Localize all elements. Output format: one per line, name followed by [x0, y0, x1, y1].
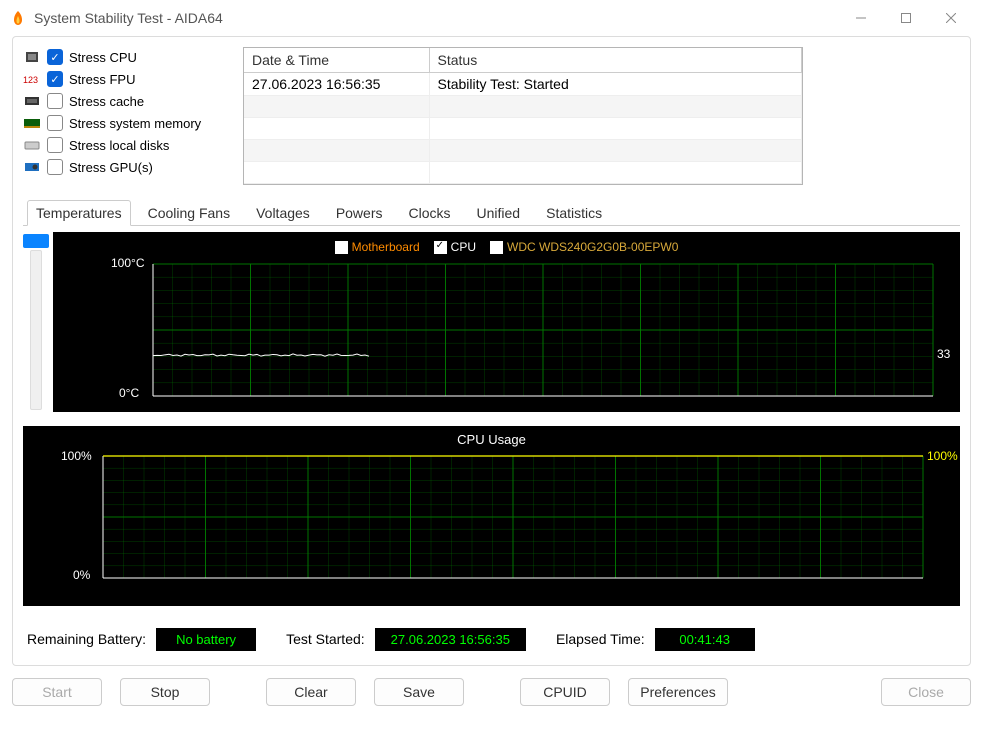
stress-label: Stress system memory — [69, 116, 201, 131]
chart-tabs: Temperatures Cooling Fans Voltages Powers Cl… — [23, 199, 960, 225]
battery-value: No battery — [156, 628, 256, 651]
elapsed-value: 00:41:43 — [655, 628, 755, 651]
log-header: Status — [429, 48, 802, 73]
log-cell: Stability Test: Started — [429, 73, 802, 96]
stress-options: ✓ Stress CPU 123 ✓ Stress FPU Stress cache Str… — [23, 47, 233, 185]
log-row: 27.06.2023 16:56:35Stability Test: Start… — [244, 73, 802, 96]
stop-button[interactable]: Stop — [120, 678, 210, 706]
stress-label: Stress cache — [69, 94, 144, 109]
event-log-table: Date & TimeStatus27.06.2023 16:56:35Stab… — [243, 47, 803, 185]
stress-label: Stress GPU(s) — [69, 160, 153, 175]
tab-statistics[interactable]: Statistics — [537, 200, 611, 225]
app-icon — [10, 10, 26, 26]
gpu-icon — [23, 160, 41, 174]
started-label: Test Started: — [286, 631, 365, 647]
stress-label: Stress FPU — [69, 72, 135, 87]
log-cell — [244, 96, 429, 118]
minimize-button[interactable] — [838, 3, 883, 33]
tab-powers[interactable]: Powers — [327, 200, 392, 225]
log-row — [244, 118, 802, 140]
stress-label: Stress local disks — [69, 138, 169, 153]
maximize-button[interactable] — [883, 3, 928, 33]
log-row — [244, 96, 802, 118]
battery-label: Remaining Battery: — [27, 631, 146, 647]
tab-cooling-fans[interactable]: Cooling Fans — [139, 200, 240, 225]
cpuid-button[interactable]: CPUID — [520, 678, 610, 706]
preferences-button[interactable]: Preferences — [628, 678, 728, 706]
save-button[interactable]: Save — [374, 678, 464, 706]
usage-value-label: 100% — [927, 449, 958, 463]
clear-button[interactable]: Clear — [266, 678, 356, 706]
zoom-slider[interactable] — [23, 232, 53, 412]
status-bar: Remaining Battery: No battery Test Starte… — [23, 622, 960, 657]
elapsed-label: Elapsed Time: — [556, 631, 645, 647]
stress-checkbox[interactable] — [47, 93, 63, 109]
stress-checkbox[interactable] — [47, 137, 63, 153]
log-cell — [244, 162, 429, 184]
log-header: Date & Time — [244, 48, 429, 73]
titlebar: System Stability Test - AIDA64 — [0, 0, 983, 36]
log-cell — [429, 96, 802, 118]
stress-checkbox[interactable]: ✓ — [47, 49, 63, 65]
ram-icon — [23, 116, 41, 130]
y-axis-bottom: 0°C — [119, 386, 139, 400]
log-cell — [429, 140, 802, 162]
y-axis-top: 100% — [61, 449, 92, 463]
stress-option: Stress system memory — [23, 115, 233, 131]
disk-icon — [23, 138, 41, 152]
stress-label: Stress CPU — [69, 50, 137, 65]
start-button[interactable]: Start — [12, 678, 102, 706]
stress-option: Stress GPU(s) — [23, 159, 233, 175]
svg-text:123: 123 — [23, 75, 38, 85]
log-cell — [429, 118, 802, 140]
temp-value-label: 33 — [937, 347, 950, 361]
window-title: System Stability Test - AIDA64 — [34, 10, 838, 26]
stress-option: ✓ Stress CPU — [23, 49, 233, 65]
stress-option: 123 ✓ Stress FPU — [23, 71, 233, 87]
log-cell — [244, 118, 429, 140]
log-cell — [244, 140, 429, 162]
tab-clocks[interactable]: Clocks — [400, 200, 460, 225]
fpu-icon: 123 — [23, 72, 41, 86]
stress-checkbox[interactable] — [47, 159, 63, 175]
main-panel: ✓ Stress CPU 123 ✓ Stress FPU Stress cache Str… — [12, 36, 971, 666]
log-cell: 27.06.2023 16:56:35 — [244, 73, 429, 96]
started-value: 27.06.2023 16:56:35 — [375, 628, 526, 651]
stress-option: Stress cache — [23, 93, 233, 109]
log-cell — [429, 162, 802, 184]
tab-unified[interactable]: Unified — [468, 200, 530, 225]
log-row — [244, 162, 802, 184]
tab-voltages[interactable]: Voltages — [247, 200, 319, 225]
stress-checkbox[interactable]: ✓ — [47, 71, 63, 87]
cpu-icon — [23, 50, 41, 64]
y-axis-bottom: 0% — [73, 568, 90, 582]
button-bar: Start Stop Clear Save CPUID Preferences … — [12, 678, 971, 706]
log-row — [244, 140, 802, 162]
stress-option: Stress local disks — [23, 137, 233, 153]
cache-icon — [23, 94, 41, 108]
tab-temperatures[interactable]: Temperatures — [27, 200, 131, 226]
stress-checkbox[interactable] — [47, 115, 63, 131]
close-button[interactable]: Close — [881, 678, 971, 706]
temperature-chart: MotherboardCPUWDC WDS240G2G0B-00EPW0100°… — [53, 232, 960, 412]
close-window-button[interactable] — [928, 3, 973, 33]
y-axis-top: 100°C — [111, 256, 145, 270]
cpu-usage-chart: CPU Usage100%0%100% — [23, 426, 960, 606]
